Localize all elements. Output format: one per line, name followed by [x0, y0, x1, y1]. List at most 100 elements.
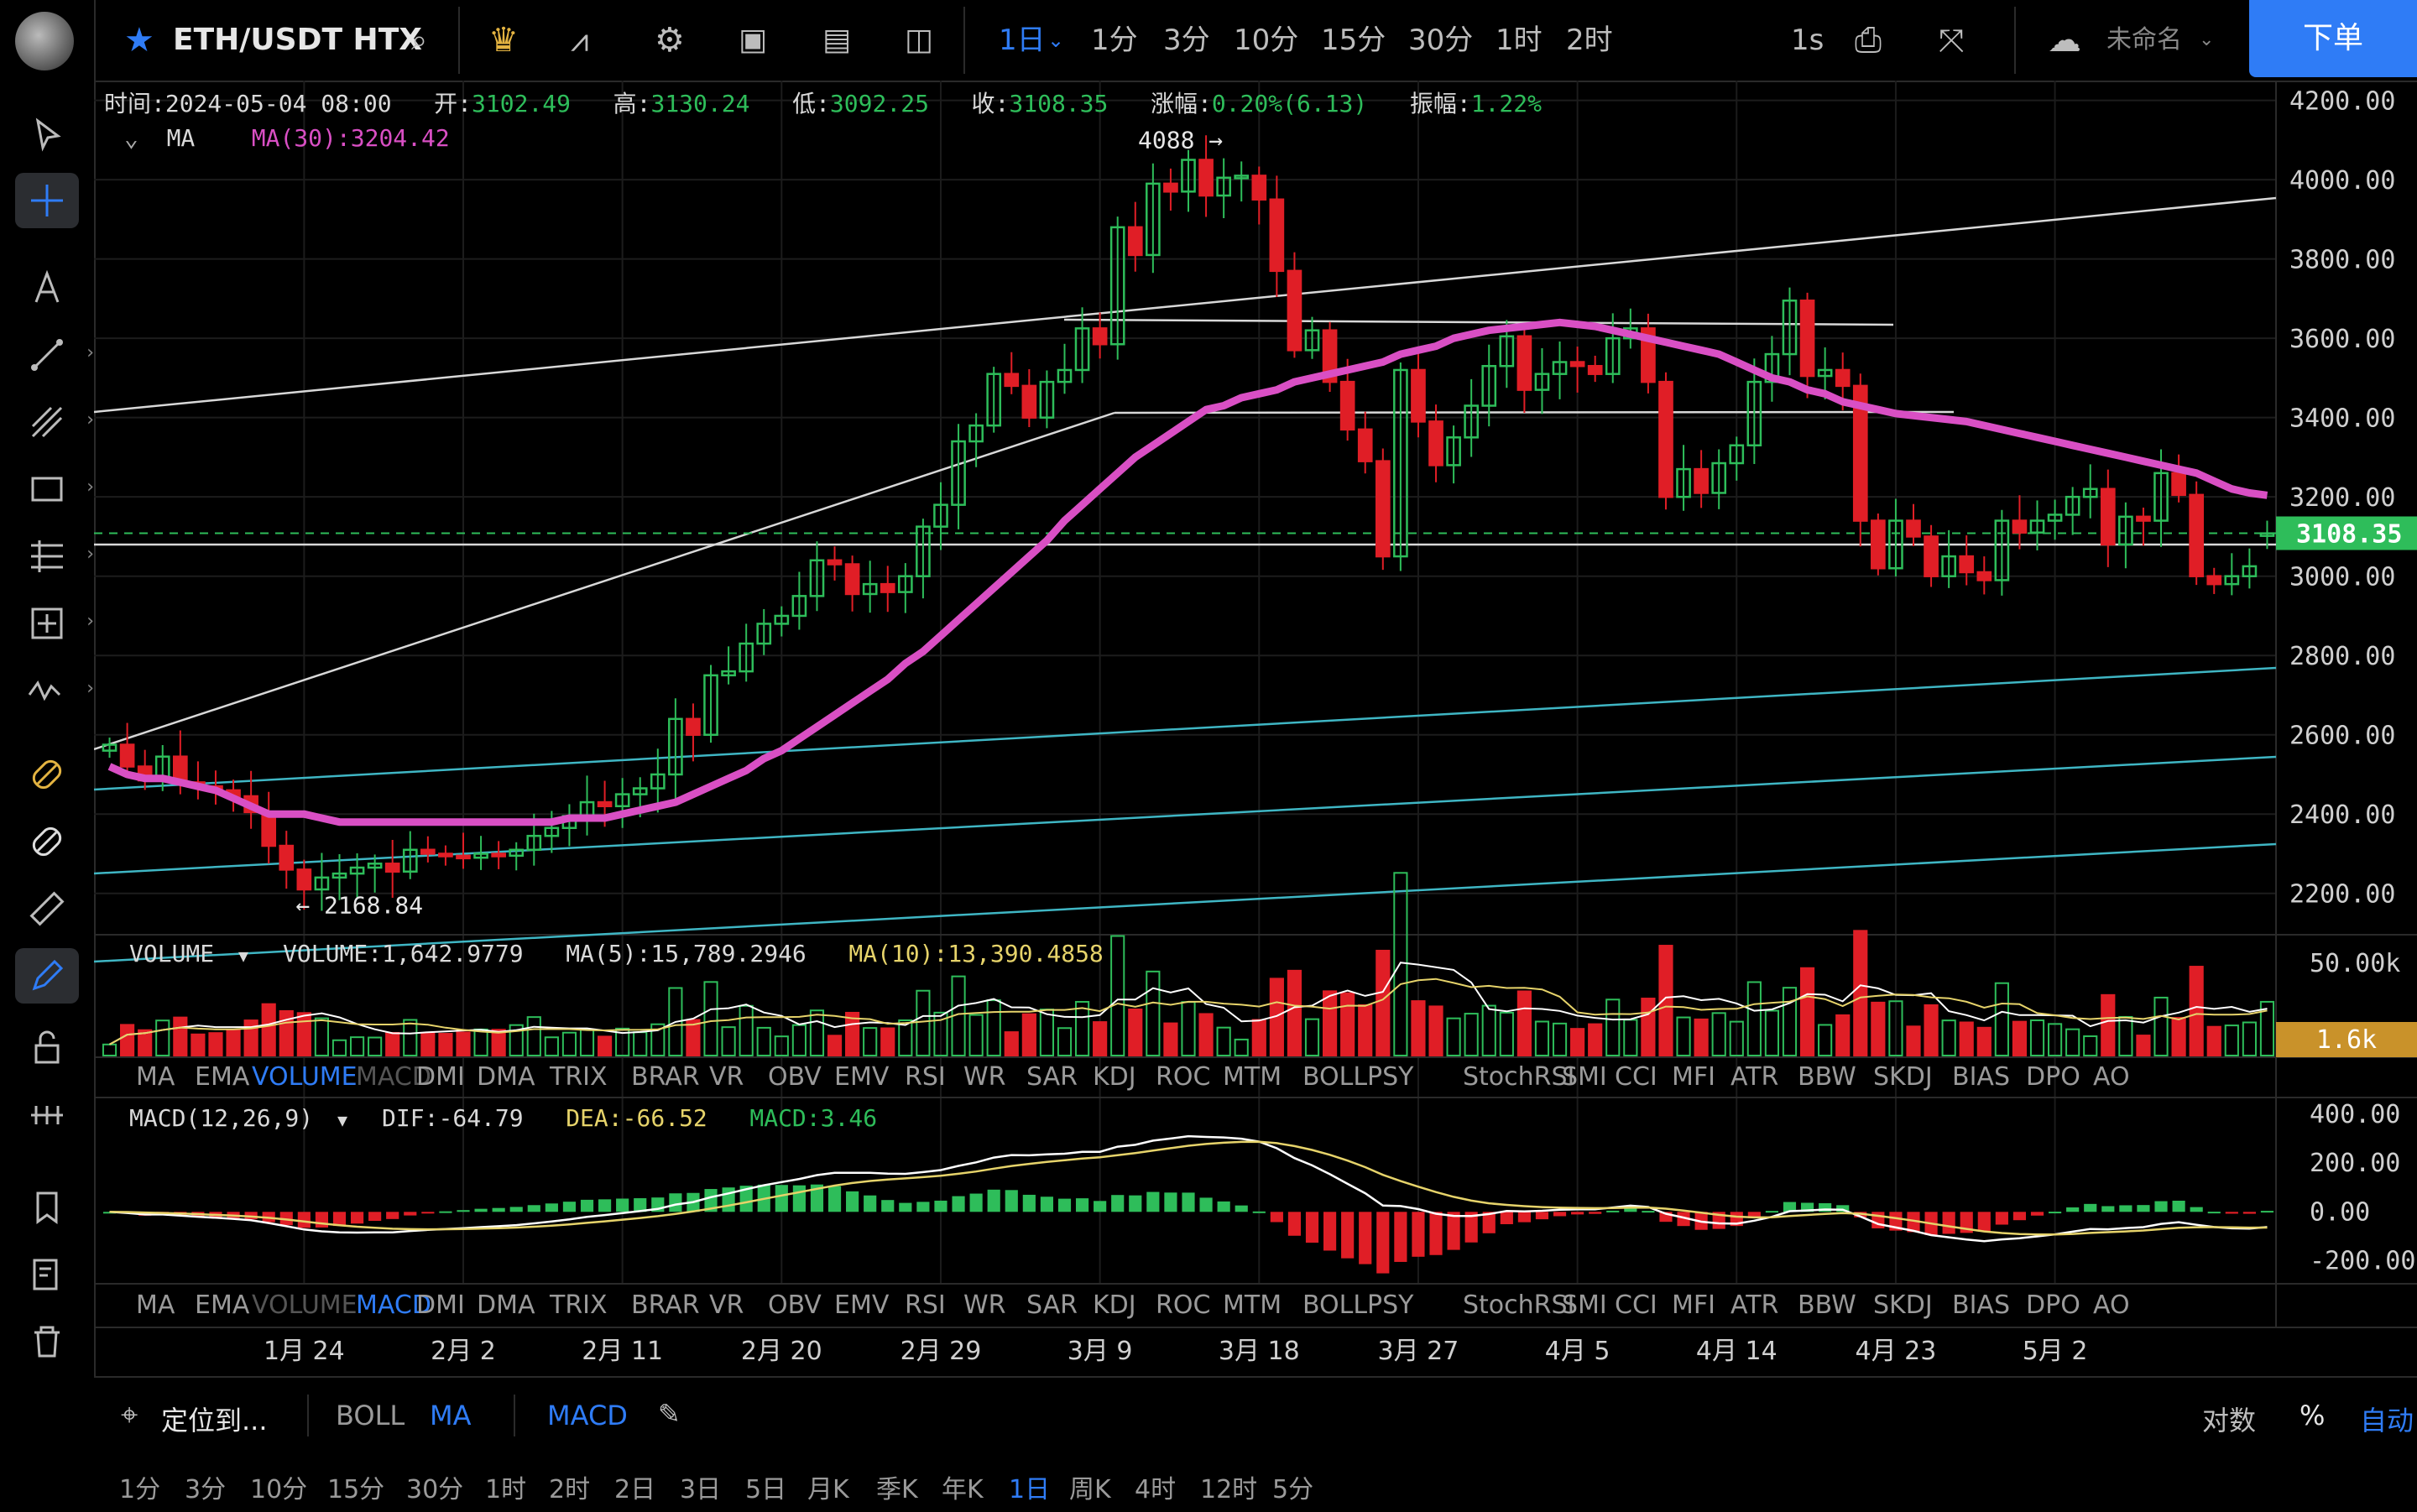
period-6[interactable]: 2时: [549, 1475, 591, 1504]
indicator-tab-ma[interactable]: MA: [136, 1290, 175, 1320]
indicator-tab-sar[interactable]: SAR: [1026, 1062, 1078, 1092]
volume-legend[interactable]: VOLUME ▼ VOLUME:1,642.9779 MA(5):15,789.…: [129, 940, 1104, 967]
fib-retracement-icon[interactable]: ›: [15, 529, 94, 584]
bookmark-icon[interactable]: [15, 1180, 79, 1235]
indicator-tab-ma[interactable]: MA: [136, 1062, 175, 1092]
indicator-tab-boll[interactable]: BOLL: [1302, 1290, 1368, 1320]
indicator-tab-bias[interactable]: BIAS: [1952, 1062, 2010, 1092]
cloud-icon[interactable]: ☁: [2048, 21, 2081, 60]
lock-icon[interactable]: [15, 1020, 79, 1076]
indicator-tab-atr[interactable]: ATR: [1731, 1290, 1779, 1320]
indicator-tab-cci[interactable]: CCI: [1615, 1062, 1657, 1092]
period-17[interactable]: 5分: [1272, 1475, 1314, 1504]
caret-down-icon[interactable]: ▼: [327, 1110, 368, 1130]
interval-1m[interactable]: 1分: [1091, 23, 1138, 57]
crosshair-icon[interactable]: [15, 173, 79, 228]
indicator-tab-mtm[interactable]: MTM: [1223, 1062, 1282, 1092]
magnet-icon[interactable]: [15, 747, 79, 802]
period-4[interactable]: 30分: [406, 1475, 464, 1504]
indicator-tab-dmi[interactable]: DMI: [416, 1062, 465, 1092]
period-15[interactable]: 4时: [1135, 1475, 1177, 1504]
indicator-tab-volume[interactable]: VOLUME: [252, 1290, 358, 1320]
text-tool-icon[interactable]: [15, 260, 79, 315]
indicator-tab-skdj[interactable]: SKDJ: [1873, 1062, 1933, 1092]
price-chart[interactable]: 4200.00 4000.00 3800.00 3600.00 3400.00 3200.…: [94, 81, 2417, 1376]
indicator-tab-bias[interactable]: BIAS: [1952, 1290, 2010, 1320]
edit-list-icon[interactable]: [15, 1247, 79, 1302]
indicator-tab-rsi[interactable]: RSI: [905, 1062, 946, 1092]
indicator-tab-ema[interactable]: EMA: [195, 1290, 250, 1320]
interval-3m[interactable]: 3分: [1163, 23, 1210, 57]
indicator-tab-emv[interactable]: EMV: [834, 1290, 890, 1320]
indicator-tab-roc[interactable]: ROC: [1156, 1062, 1211, 1092]
favorite-star-icon[interactable]: ★: [124, 21, 154, 60]
indicator-tab-rsi[interactable]: RSI: [905, 1290, 946, 1320]
period-12[interactable]: 年K: [942, 1475, 984, 1504]
layout-name[interactable]: 未命名: [2106, 25, 2182, 55]
interval-1d[interactable]: 1日: [999, 23, 1046, 57]
locate-button[interactable]: 定位到...: [161, 1405, 268, 1436]
indicator-tab-mtm[interactable]: MTM: [1223, 1290, 1282, 1320]
indicator-tab-dpo[interactable]: DPO: [2026, 1290, 2080, 1320]
indicator-tab-trix[interactable]: TRIX: [550, 1062, 608, 1092]
indicator-tab-psy[interactable]: PSY: [1367, 1062, 1414, 1092]
period-1[interactable]: 3分: [185, 1475, 227, 1504]
indicator-tab-ao[interactable]: AO: [2093, 1290, 2130, 1320]
indicator-tab-brar[interactable]: BRAR: [631, 1062, 700, 1092]
indicator-tab-stochrsi[interactable]: StochRSI: [1463, 1062, 1575, 1092]
period-10[interactable]: 月K: [807, 1475, 849, 1504]
show-hide-drawings-icon[interactable]: [15, 1087, 79, 1143]
search-icon[interactable]: ⌕: [411, 23, 428, 57]
template-icon[interactable]: ▤: [822, 23, 852, 57]
edit-indicator-icon[interactable]: ✎: [658, 1398, 681, 1430]
indicator-tab-kdj[interactable]: KDJ: [1093, 1290, 1136, 1320]
period-5[interactable]: 1时: [485, 1475, 527, 1504]
indicator-tab-stochrsi[interactable]: StochRSI: [1463, 1290, 1575, 1320]
indicator-tab-mfi[interactable]: MFI: [1672, 1290, 1715, 1320]
indicator-tab-mfi[interactable]: MFI: [1672, 1062, 1715, 1092]
period-0[interactable]: 1分: [119, 1475, 161, 1504]
location-pin-icon[interactable]: ⌖: [121, 1398, 138, 1432]
boll-toggle[interactable]: BOLL: [336, 1400, 405, 1431]
chart-type-icon[interactable]: ▣: [739, 23, 768, 57]
indicator-tab-vr[interactable]: VR: [709, 1290, 744, 1320]
indicator-tab-emv[interactable]: EMV: [834, 1062, 890, 1092]
indicator-tab-skdj[interactable]: SKDJ: [1873, 1290, 1933, 1320]
chevron-down-icon[interactable]: ⌄: [124, 124, 138, 152]
trash-icon[interactable]: [15, 1314, 79, 1369]
interval-2h[interactable]: 2时: [1566, 23, 1613, 57]
indicator-tab-macd[interactable]: MACD: [356, 1062, 431, 1092]
measure-icon[interactable]: ›: [15, 596, 94, 651]
camera-icon[interactable]: ⎙: [1855, 21, 1882, 60]
eraser-icon[interactable]: [15, 814, 79, 869]
indicator-tab-dma[interactable]: DMA: [477, 1290, 535, 1320]
indicator-tab-wr[interactable]: WR: [963, 1290, 1006, 1320]
indicator-tab-dmi[interactable]: DMI: [416, 1290, 465, 1320]
interval-15m[interactable]: 15分: [1321, 23, 1386, 57]
indicator-tab-roc[interactable]: ROC: [1156, 1290, 1211, 1320]
period-11[interactable]: 季K: [876, 1475, 918, 1504]
indicator-tab-dma[interactable]: DMA: [477, 1062, 535, 1092]
indicator-tab-bbw[interactable]: BBW: [1798, 1062, 1856, 1092]
period-3[interactable]: 15分: [327, 1475, 385, 1504]
caret-down-icon[interactable]: ▼: [228, 946, 269, 966]
indicator-tab-boll[interactable]: BOLL: [1302, 1062, 1368, 1092]
percent-scale-toggle[interactable]: %: [2300, 1400, 2326, 1431]
indicators-icon[interactable]: ⩘: [571, 22, 589, 59]
interval-10m[interactable]: 10分: [1234, 23, 1299, 57]
period-7[interactable]: 2日: [614, 1475, 656, 1504]
indicator-tab-obv[interactable]: OBV: [768, 1062, 822, 1092]
period-2[interactable]: 10分: [250, 1475, 308, 1504]
trend-line-icon[interactable]: ›: [15, 327, 94, 383]
indicator-tab-cci[interactable]: CCI: [1615, 1290, 1657, 1320]
indicator-tab-smi[interactable]: SMI: [1562, 1290, 1607, 1320]
realtime-1s[interactable]: 1s: [1791, 23, 1824, 57]
chevron-down-icon[interactable]: ⌄: [2199, 29, 2215, 50]
auto-scale-toggle[interactable]: 自动: [2360, 1405, 2414, 1436]
period-8[interactable]: 3日: [680, 1475, 722, 1504]
period-9[interactable]: 5日: [745, 1475, 787, 1504]
indicator-tab-psy[interactable]: PSY: [1367, 1290, 1414, 1320]
symbol-name[interactable]: ETH/USDT HTX: [173, 23, 422, 57]
indicator-tab-trix[interactable]: TRIX: [550, 1290, 608, 1320]
indicator-tab-vr[interactable]: VR: [709, 1062, 744, 1092]
